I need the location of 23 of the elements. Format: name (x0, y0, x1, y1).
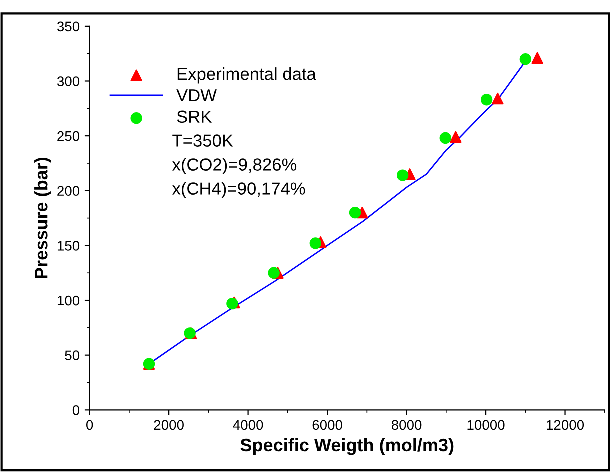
legend-label: SRK (177, 110, 212, 124)
y-tick-label: 250 (58, 131, 80, 142)
y-tick-label: 350 (57, 22, 80, 32)
y-tick-label: 150 (58, 241, 80, 251)
y-tick-label: 200 (58, 186, 80, 196)
y-axis-title: Pressure (bar) (34, 158, 52, 278)
x-tick-label: 6000 (312, 420, 342, 430)
x-axis-title: Specific Weigth (mol/m3) (240, 438, 454, 456)
legend-label: VDW (176, 90, 217, 102)
x-tick-label: 2000 (154, 420, 184, 430)
x-tick-label: 12000 (547, 420, 584, 430)
x-tick-label: 4000 (233, 420, 264, 430)
x-tick-label: 0 (86, 420, 94, 430)
y-tick-label: 100 (58, 296, 80, 306)
x-tick-label: 8000 (392, 420, 422, 430)
annotation: x(CO2)=9,826% (172, 158, 297, 174)
y-tick-label: 300 (57, 76, 80, 86)
x-tick-label: 10000 (468, 420, 505, 430)
y-tick-label: 0 (72, 406, 80, 416)
y-tick-label: 50 (65, 350, 80, 361)
annotation: T=350K (172, 134, 234, 147)
legend-label: Experimental data (178, 68, 316, 84)
annotation: x(CH4)=90,174% (172, 182, 306, 198)
